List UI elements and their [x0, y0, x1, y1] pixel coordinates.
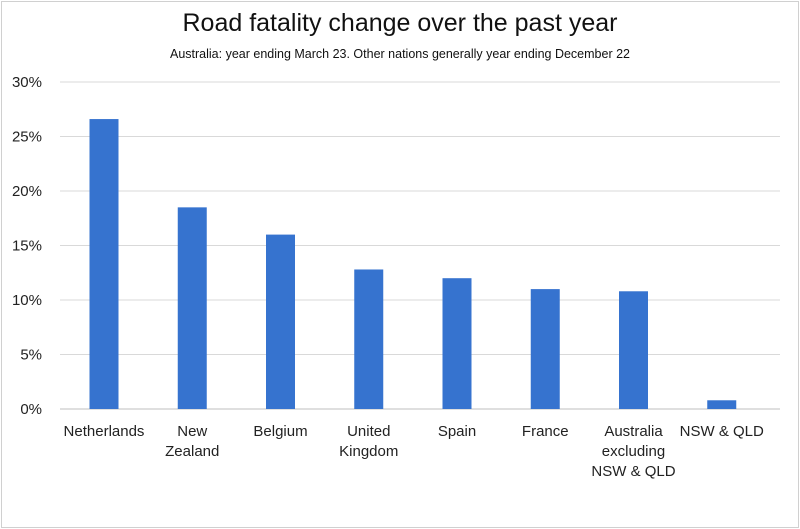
bar — [89, 119, 119, 409]
category-label: New Zealand — [165, 423, 219, 460]
y-tick-label: 30% — [12, 74, 42, 91]
category-label: NSW & QLD — [680, 423, 764, 440]
category-label: Australia excluding NSW & QLD — [591, 423, 675, 480]
category-label: United Kingdom — [339, 423, 398, 460]
y-tick-label: 5% — [20, 347, 42, 364]
y-tick-label: 20% — [12, 183, 42, 200]
category-label: Belgium — [253, 423, 307, 440]
y-tick-label: 0% — [20, 401, 42, 418]
y-tick-label: 25% — [12, 129, 42, 146]
chart-title: Road fatality change over the past year — [182, 9, 618, 37]
bar — [707, 400, 737, 409]
chart-subtitle: Australia: year ending March 23. Other n… — [170, 47, 630, 61]
bar — [530, 289, 560, 409]
bar — [354, 269, 384, 409]
y-tick-label: 10% — [12, 292, 42, 309]
category-label: Spain — [438, 423, 476, 440]
bar — [266, 234, 295, 409]
category-label: France — [522, 423, 569, 440]
bar — [619, 291, 648, 409]
bar — [177, 207, 207, 409]
category-label: Netherlands — [64, 423, 145, 440]
bar — [442, 278, 472, 409]
y-tick-label: 15% — [12, 238, 42, 255]
